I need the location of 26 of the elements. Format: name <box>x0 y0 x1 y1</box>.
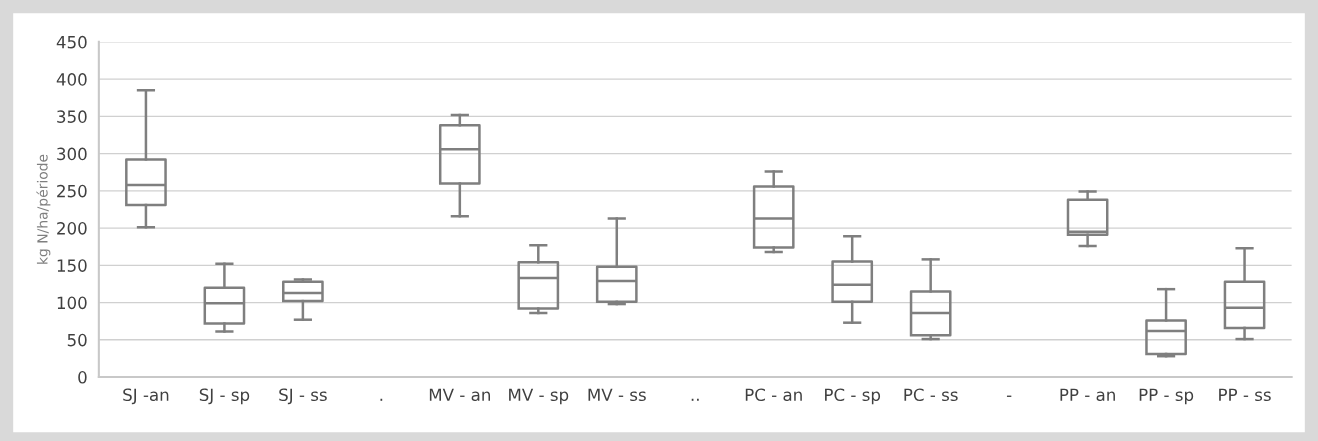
x-tick-label: . <box>380 398 383 401</box>
x-tick-label: SJ - ss <box>279 388 327 405</box>
x-tick-label: SJ - sp <box>199 388 250 405</box>
x-tick-label: PC - an <box>745 388 802 402</box>
y-axis-title: kg N/ha/période <box>36 154 51 264</box>
x-tick-label: - <box>1006 395 1012 397</box>
y-tick-label: 350 <box>57 110 87 123</box>
y-tick-label: 100 <box>57 296 87 310</box>
x-tick-label: PP - ss <box>1219 388 1271 402</box>
x-tick-label: PC - sp <box>825 388 881 405</box>
y-tick-label: 300 <box>57 147 87 161</box>
y-tick-label: 450 <box>56 35 87 49</box>
y-tick-label: 200 <box>57 222 87 235</box>
y-tick-label: 150 <box>57 259 87 272</box>
x-tick-label: .. <box>691 398 699 401</box>
y-tick-label: 250 <box>57 184 87 198</box>
x-tick-label: MV - an <box>429 388 490 402</box>
x-tick-label: PP - an <box>1060 388 1115 402</box>
x-tick-label: PC - ss <box>904 388 958 402</box>
y-tick-label: 0 <box>78 371 87 384</box>
x-tick-label: MV - ss <box>588 388 646 402</box>
y-tick-label: 50 <box>67 333 87 347</box>
x-tick-label: SJ -an <box>123 388 169 405</box>
y-tick-label: 400 <box>56 73 87 86</box>
x-tick-label: PP - sp <box>1139 388 1194 405</box>
x-tick-label: MV - sp <box>509 388 569 405</box>
